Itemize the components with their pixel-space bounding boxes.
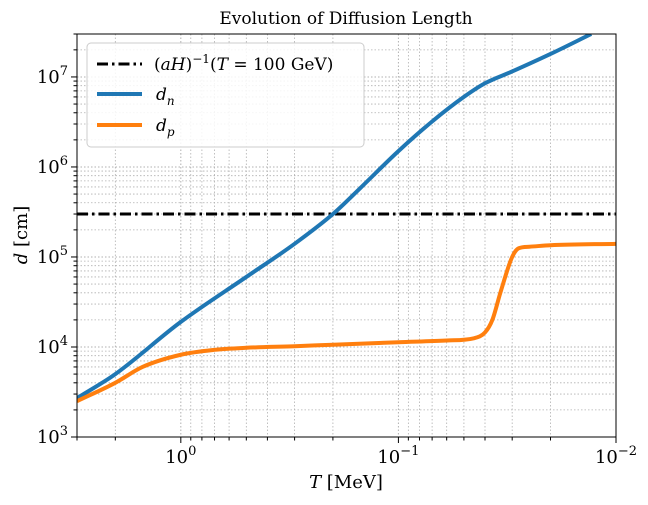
series-layer [77,34,616,403]
legend-label-dp: dp [156,116,175,139]
y-tick-label: 107 [37,64,68,88]
legend-label-dn: dn [156,85,175,108]
legend-box [86,42,365,148]
y-tick-label: 106 [37,154,68,178]
x-axis-label: T [MeV] [309,472,383,493]
y-tick-label: 103 [37,424,68,448]
x-tick-label: 100 [165,444,196,468]
chart-title: Evolution of Diffusion Length [219,9,472,29]
series-line-dn [77,34,593,400]
legend: (aH)−1(T = 100 GeV) dn dp [86,42,365,148]
legend-label-horizon: (aH)−1(T = 100 GeV) [154,52,333,75]
axis-ticks [71,33,617,443]
y-tick-label: 104 [37,334,68,358]
y-axis-label: d [cm] [11,206,32,264]
x-tick-label: 10−1 [377,444,419,468]
plot-frame [76,33,617,438]
tick-labels: 100 10−1 10−2 103 104 105 106 107 [37,64,637,468]
y-tick-label: 105 [37,244,68,268]
x-tick-label: 10−2 [595,444,637,468]
series-line-dp [77,241,616,403]
